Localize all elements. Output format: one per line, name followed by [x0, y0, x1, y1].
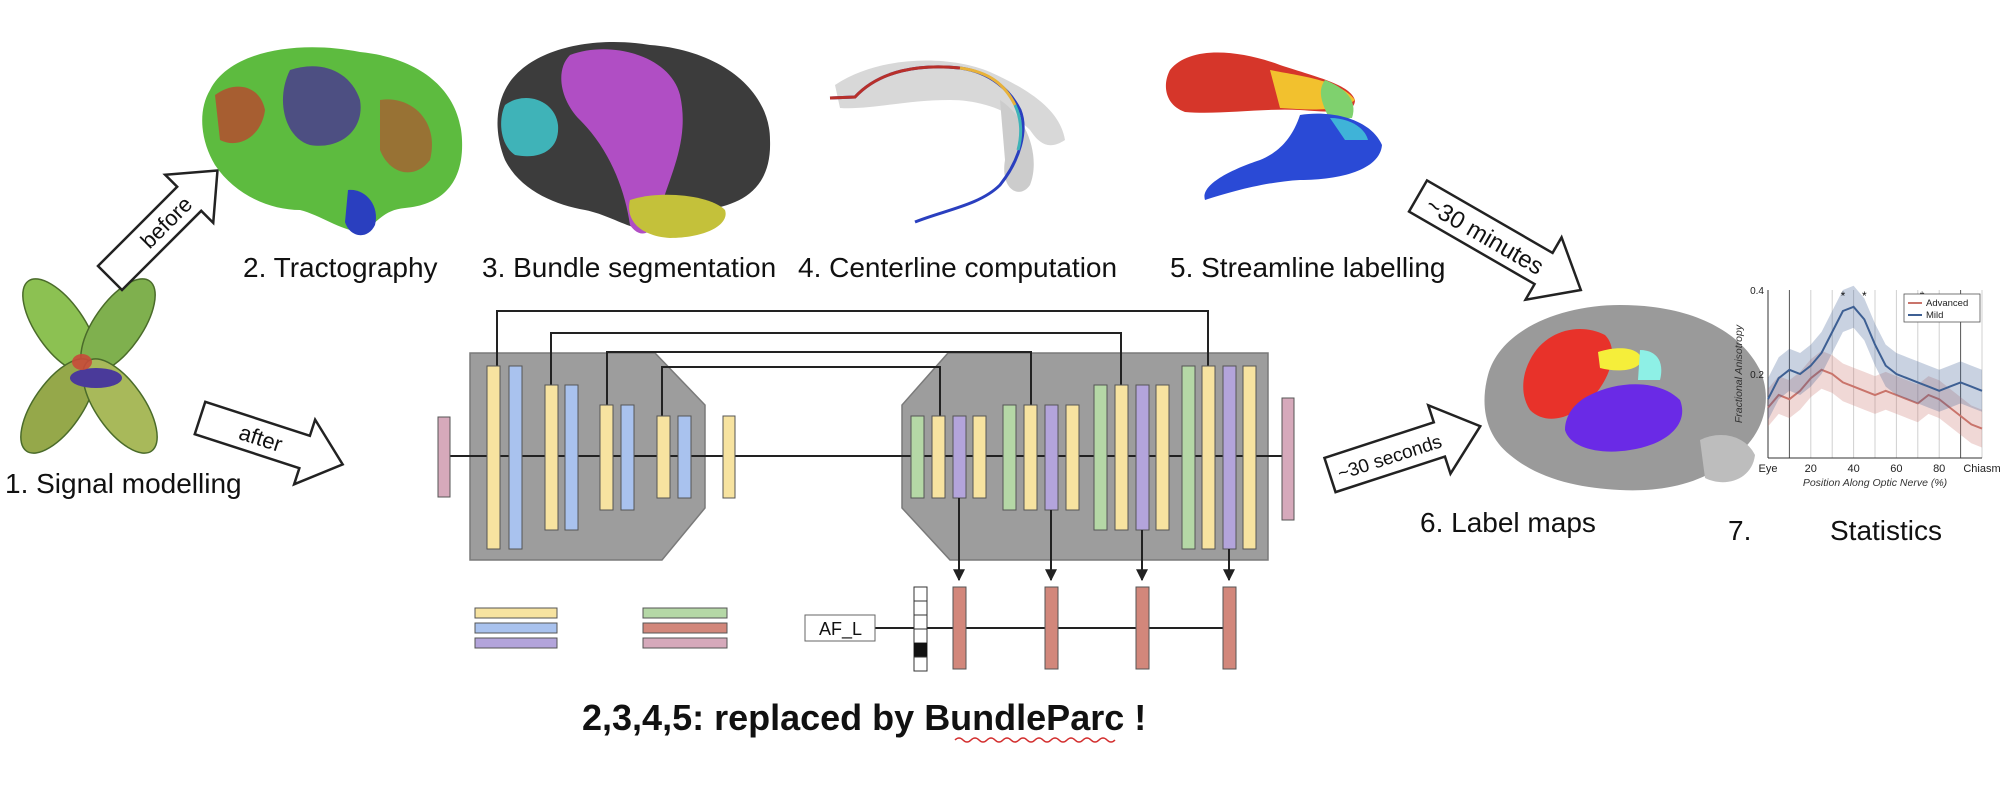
- streamline-labelling-image: [1165, 52, 1382, 200]
- chart-x-axis-label: Position Along Optic Nerve (%): [1803, 477, 1947, 489]
- before-arrow: before: [96, 169, 219, 292]
- thirty-minutes-arrow: ~30 minutes: [1407, 178, 1583, 302]
- after-arrow: after: [193, 400, 345, 487]
- chart-y-tick-label: 0.2: [1750, 370, 1764, 381]
- significance-marker: *: [1841, 289, 1846, 303]
- stage-label-statistics: Statistics: [1830, 515, 1942, 546]
- bundleparc-network: AF_L: [437, 310, 1295, 672]
- bundle-input-label: AF_L: [819, 619, 862, 640]
- one-hot-vector: [913, 586, 928, 672]
- bundle-segmentation-image: [497, 42, 771, 238]
- output-layer: [1281, 397, 1295, 521]
- caption-prefix: 2,3,4,5: replaced by: [582, 697, 924, 738]
- statistics-chart: 0.2 0.4 Eye 20 40 60 80 Chiasm Position Along Op…: [1733, 285, 2000, 489]
- caption-name: BundleParc: [924, 697, 1124, 738]
- series-band-advanced: [1768, 350, 1982, 448]
- bundle-input-box: [804, 614, 876, 642]
- chart-legend: [1903, 293, 1981, 323]
- stage-label-tractography: 2. Tractography: [243, 252, 438, 283]
- caption-suffix: !: [1124, 697, 1146, 738]
- stage-label-label-maps: 6. Label maps: [1420, 507, 1596, 538]
- centerline-image: [829, 60, 1065, 224]
- chart-x-tick-label: 20: [1805, 463, 1817, 475]
- series-line-mild: [1767, 305, 1983, 400]
- stage-label-signal-modelling: 1. Signal modelling: [5, 468, 242, 499]
- legend-entry-advanced: Advanced: [1926, 298, 1968, 309]
- legend-entry-mild: Mild: [1926, 310, 1943, 321]
- stage-label-streamline-labelling: 5. Streamline labelling: [1170, 252, 1446, 283]
- caption: 2,3,4,5: replaced by BundleParc !: [582, 697, 1146, 738]
- chart-x-tick-label: Eye: [1759, 463, 1778, 475]
- chart-x-tick-label: 80: [1933, 463, 1945, 475]
- chart-x-tick-label: Chiasm: [1963, 463, 2000, 475]
- chart-y-tick-label: 0.4: [1750, 286, 1764, 297]
- chart-x-tick-label: 40: [1847, 463, 1859, 475]
- input-layer: [437, 416, 451, 498]
- stage-label-statistics-number: 7.: [1728, 515, 1751, 546]
- chart-x-tick-label: 60: [1890, 463, 1902, 475]
- tractography-image: [202, 47, 463, 236]
- label-map-image: [1484, 305, 1766, 491]
- series-line-advanced: [1767, 368, 1983, 430]
- fodf-glyph: [20, 278, 158, 454]
- layer-legend: [474, 607, 728, 649]
- spellcheck-underline: [954, 737, 1116, 743]
- significance-marker: *: [1862, 289, 1867, 303]
- stage-label-centerline: 4. Centerline computation: [798, 252, 1117, 283]
- stage-label-bundle-segmentation: 3. Bundle segmentation: [482, 252, 776, 283]
- thirty-seconds-arrow: ~30 seconds: [1322, 403, 1483, 494]
- chart-y-axis-label: Fractional Anisotropy: [1733, 324, 1745, 423]
